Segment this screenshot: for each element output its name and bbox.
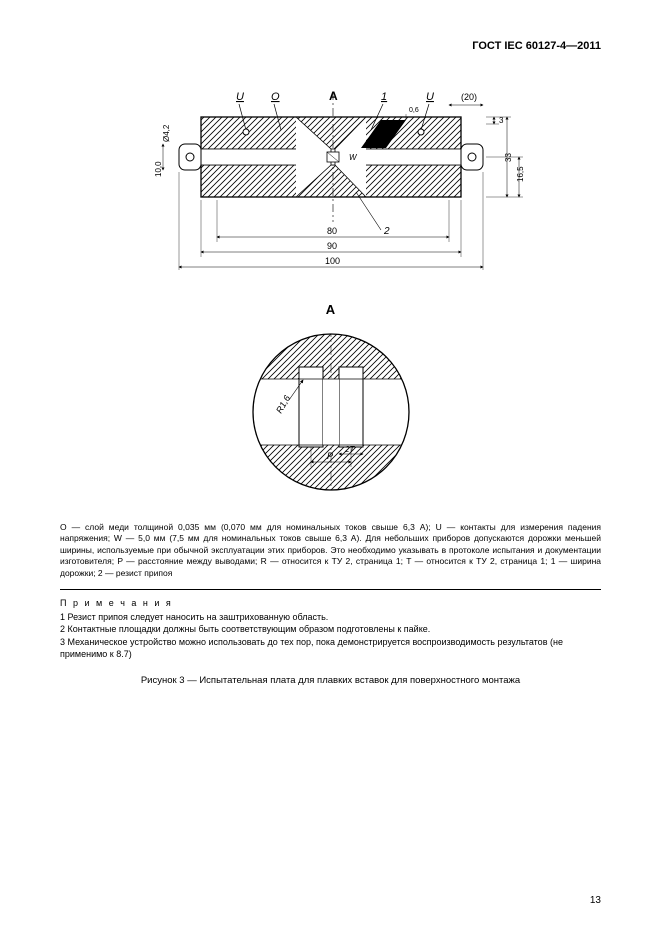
svg-text:33: 33 <box>504 153 513 162</box>
top-view-diagram: U O A 1 U (20) <box>60 82 601 282</box>
svg-text:80: 80 <box>327 226 337 236</box>
page-number: 13 <box>590 895 601 906</box>
svg-text:0,6: 0,6 <box>409 107 419 114</box>
svg-text:2T: 2T <box>344 445 355 454</box>
svg-text:1: 1 <box>381 91 387 103</box>
svg-text:O: O <box>271 91 280 103</box>
note-3: 3 Механическое устройство можно использо… <box>60 636 601 660</box>
detail-view-a: A <box>60 302 601 502</box>
notes-block: 1 Резист припоя следует наносить на зашт… <box>60 611 601 660</box>
svg-text:90: 90 <box>327 241 337 251</box>
standard-header: ГОСТ IEC 60127-4—2011 <box>60 40 601 52</box>
divider <box>60 589 601 590</box>
svg-text:(20): (20) <box>461 92 477 102</box>
svg-text:3: 3 <box>499 116 504 125</box>
svg-text:16,5: 16,5 <box>516 166 525 182</box>
note-1: 1 Резист припоя следует наносить на зашт… <box>60 611 601 623</box>
svg-text:U: U <box>236 91 244 103</box>
svg-text:P: P <box>327 451 333 461</box>
svg-text:10,0: 10,0 <box>154 161 163 177</box>
notes-title: П р и м е ч а н и я <box>60 598 601 608</box>
figure-caption: Рисунок 3 — Испытательная плата для плав… <box>60 675 601 686</box>
svg-text:2: 2 <box>383 226 390 237</box>
note-2: 2 Контактные площадки должны быть соотве… <box>60 623 601 635</box>
svg-text:U: U <box>426 91 434 103</box>
svg-text:A: A <box>329 89 338 103</box>
svg-text:100: 100 <box>325 256 340 266</box>
svg-text:Ø4,2: Ø4,2 <box>162 124 171 142</box>
legend-text: O — слой меди толщиной 0,035 мм (0,070 м… <box>60 522 601 579</box>
